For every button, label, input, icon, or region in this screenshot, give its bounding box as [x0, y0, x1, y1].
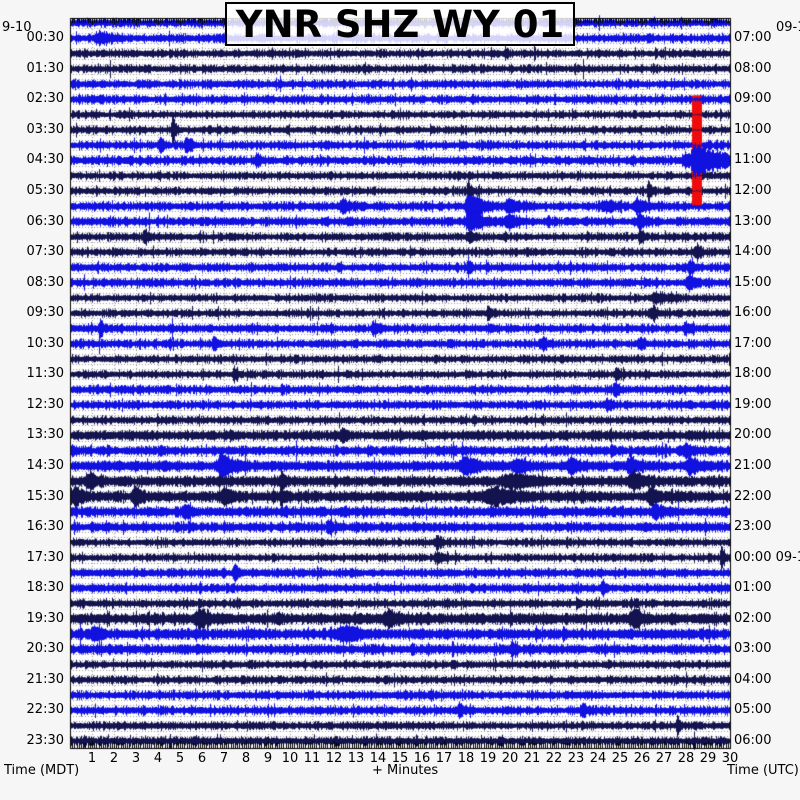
right-time-label: 09:00: [734, 91, 772, 107]
left-time-label: 15:30: [26, 488, 64, 504]
right-time-label: 22:00: [734, 488, 772, 504]
right-time-label: 16:00: [734, 305, 772, 321]
minute-tick-label: 25: [611, 751, 629, 766]
x-axis-label-utc: Time (UTC): [727, 763, 799, 778]
x-axis-label-minutes: + Minutes: [372, 763, 439, 778]
left-time-label: 21:30: [26, 671, 64, 687]
minute-tick-label: 30: [721, 751, 739, 766]
right-time-label: 12:00: [734, 183, 772, 199]
left-time-label: 11:30: [26, 366, 64, 382]
start-date-right: 09-1: [776, 20, 800, 35]
left-time-label: 03:30: [26, 121, 64, 137]
station-title: YNR SHZ WY 01: [235, 2, 565, 46]
minute-tick-label: 12: [325, 751, 343, 766]
minute-tick-label: 6: [197, 751, 207, 766]
left-time-label: 10:30: [26, 335, 64, 351]
right-time-label: 08:00: [734, 60, 772, 76]
right-time-label: 03:00: [734, 641, 772, 657]
title-box: YNR SHZ WY 01: [225, 2, 575, 46]
right-time-label: 20:00: [734, 427, 772, 443]
left-time-label: 12:30: [26, 396, 64, 412]
right-time-label: 07:00: [734, 30, 772, 46]
minute-tick-label: 24: [589, 751, 607, 766]
left-time-label: 14:30: [26, 458, 64, 474]
left-time-label: 09:30: [26, 305, 64, 321]
minute-tick-label: 18: [457, 751, 475, 766]
right-time-label: 15:00: [734, 274, 772, 290]
left-time-label: 04:30: [26, 152, 64, 168]
right-time-label: 06:00: [734, 733, 772, 748]
left-time-label: 05:30: [26, 183, 64, 199]
right-time-label: 10:00: [734, 121, 772, 137]
right-time-label: 01:00: [734, 580, 772, 596]
minute-tick-label: 13: [347, 751, 365, 766]
left-time-label: 08:30: [26, 274, 64, 290]
right-time-label: 14:00: [734, 244, 772, 260]
minute-tick-label: 11: [303, 751, 321, 766]
minute-tick-label: 29: [699, 751, 717, 766]
minute-tick-label: 4: [153, 751, 163, 766]
minute-tick-label: 23: [567, 751, 585, 766]
left-time-label: 00:30: [26, 30, 64, 46]
minute-tick-label: 20: [501, 751, 519, 766]
left-time-label: 16:30: [26, 519, 64, 535]
minute-tick-label: 22: [545, 751, 563, 766]
left-time-label: 02:30: [26, 91, 64, 107]
right-time-label: 17:00: [734, 335, 772, 351]
start-date-left: 9-10: [2, 20, 32, 35]
minute-tick-label: 7: [219, 751, 229, 766]
minute-tick-label: 2: [109, 751, 119, 766]
left-time-label: 19:30: [26, 610, 64, 626]
right-time-label: 19:00: [734, 396, 772, 412]
right-time-label: 21:00: [734, 458, 772, 474]
left-time-label: 17:30: [26, 549, 64, 565]
minute-tick-label: 9: [263, 751, 273, 766]
right-time-label: 04:00: [734, 671, 772, 687]
minute-tick-label: 21: [523, 751, 541, 766]
left-time-label: 06:30: [26, 213, 64, 229]
minute-tick-label: 15: [391, 751, 409, 766]
right-time-label: 11:00: [734, 152, 772, 168]
left-time-label: 18:30: [26, 580, 64, 596]
minute-tick-label: 14: [369, 751, 387, 766]
right-time-label: 13:00: [734, 213, 772, 229]
minute-tick-label: 19: [479, 751, 497, 766]
minute-tick-label: 1: [87, 751, 97, 766]
minute-tick-label: 10: [281, 751, 299, 766]
left-time-label: 23:30: [26, 733, 64, 748]
left-time-label: 20:30: [26, 641, 64, 657]
x-axis-label-mdt: Time (MDT): [4, 763, 80, 778]
right-time-label: 00:00 09-11: [734, 549, 800, 565]
right-time-label: 05:00: [734, 702, 772, 718]
right-time-label: 02:00: [734, 610, 772, 626]
right-time-label: 18:00: [734, 366, 772, 382]
minute-tick-label: 8: [241, 751, 251, 766]
left-time-label: 07:30: [26, 244, 64, 260]
left-time-label: 22:30: [26, 702, 64, 718]
minute-tick-label: 5: [175, 751, 185, 766]
left-time-label: 13:30: [26, 427, 64, 443]
right-time-label: 23:00: [734, 519, 772, 535]
left-time-label: 01:30: [26, 60, 64, 76]
minute-tick-label: 3: [131, 751, 141, 766]
minute-tick-label: 17: [435, 751, 453, 766]
minute-tick-label: 26: [633, 751, 651, 766]
minute-tick-label: 28: [677, 751, 695, 766]
minute-tick-label: 16: [413, 751, 431, 766]
minute-tick-label: 27: [655, 751, 673, 766]
